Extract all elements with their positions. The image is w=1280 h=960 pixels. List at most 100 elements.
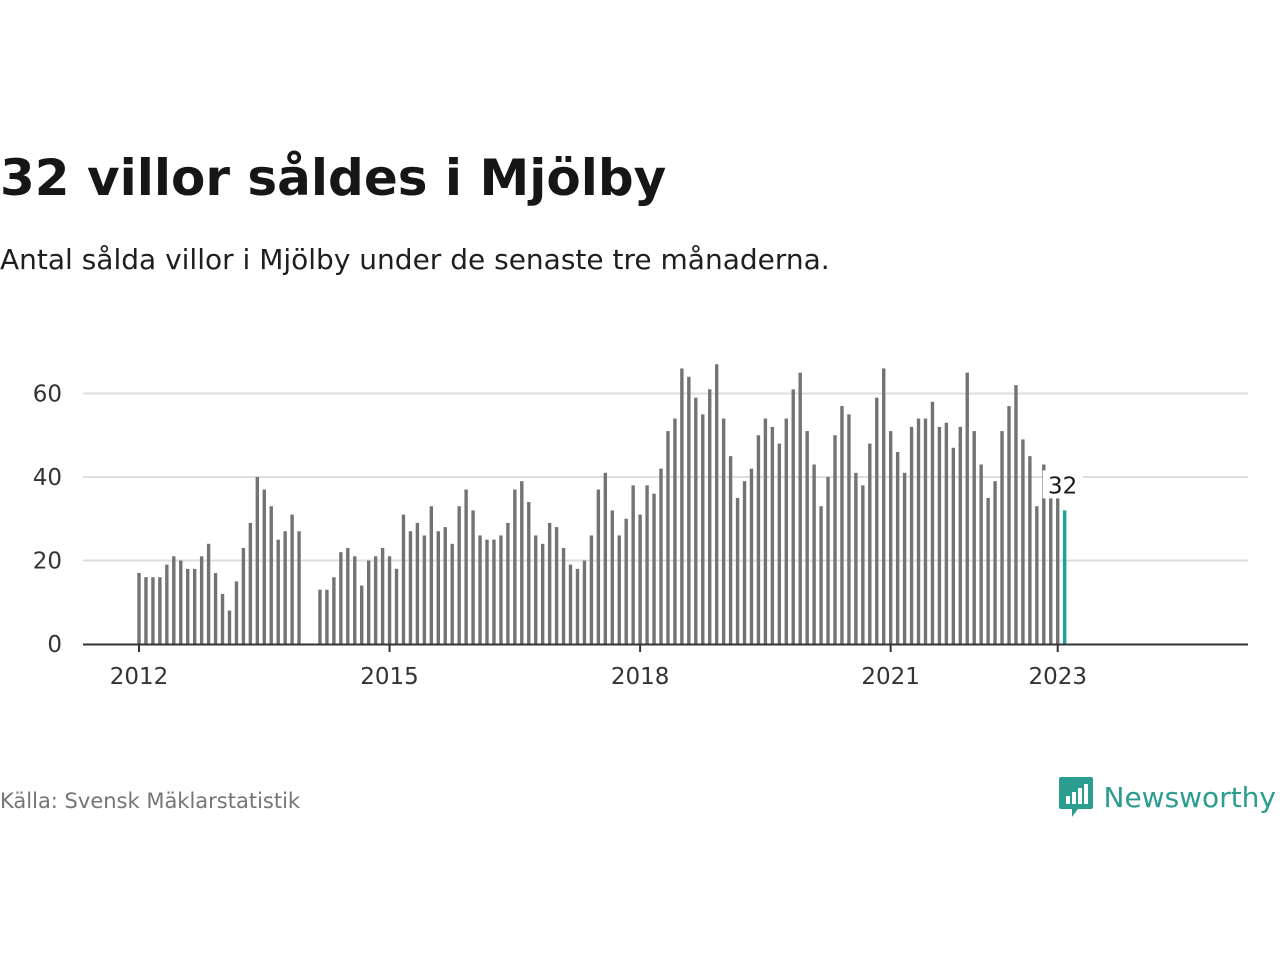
bar: [366, 560, 371, 644]
bar: [513, 489, 517, 644]
bar: [227, 610, 232, 644]
bar: [199, 556, 204, 644]
bar: [234, 581, 239, 645]
bar: [415, 522, 420, 644]
bar: [213, 573, 218, 644]
bar: [520, 481, 524, 644]
bar: [916, 418, 921, 644]
bar: [443, 527, 447, 644]
x-axis: [83, 643, 1248, 652]
bar: [353, 556, 357, 644]
bar: [714, 364, 719, 644]
bar: [652, 493, 656, 644]
last-value-label: 32: [1048, 473, 1077, 499]
bar: [547, 522, 552, 644]
bar: [1028, 456, 1032, 645]
bar: [1049, 497, 1053, 645]
bar: [582, 560, 587, 644]
x-tick-label: 2012: [110, 664, 169, 690]
bar: [979, 464, 983, 645]
bar: [325, 589, 329, 644]
bar: [937, 426, 942, 644]
bar: [833, 435, 837, 644]
bar: [756, 435, 761, 644]
bar: [659, 468, 663, 644]
bar: [172, 556, 176, 644]
bar: [1042, 464, 1046, 645]
bar: [1007, 406, 1011, 644]
bar: [666, 431, 670, 644]
source-note: Källa: Svensk Mäklarstatistik: [0, 789, 301, 813]
x-tick-label: 2018: [611, 664, 670, 690]
chart-title: 32 villor såldes i Mjölby: [0, 149, 667, 207]
bar: [749, 468, 754, 644]
bar: [262, 489, 266, 644]
bar: [540, 543, 545, 644]
bar: [394, 568, 399, 644]
bar: [373, 556, 378, 644]
newsworthy-logo-icon: [1058, 777, 1093, 817]
bar: [534, 535, 538, 644]
bar: [568, 564, 573, 644]
bar: [248, 522, 253, 644]
bar: [241, 547, 246, 644]
bar: [603, 472, 608, 644]
bar: [972, 431, 976, 644]
bar: [1014, 385, 1018, 644]
axis-labels: 0 20 40 60 2012 2015 2018 2021 2023: [33, 382, 1087, 691]
bar: [610, 510, 614, 644]
bar: [589, 535, 594, 644]
bar: [687, 376, 691, 644]
bar: [192, 568, 197, 644]
bar: [777, 443, 782, 644]
x-tick-label: 2015: [360, 664, 419, 690]
bar: [165, 564, 169, 644]
annotations: 32: [1042, 470, 1083, 499]
highlight-bar: [1062, 510, 1067, 644]
brand-name: Newsworthy: [1103, 780, 1277, 814]
bar: [742, 481, 747, 644]
bar: [770, 426, 775, 644]
bar: [1021, 439, 1025, 644]
bar: [638, 514, 642, 644]
bar: [728, 456, 733, 645]
bar: [812, 464, 816, 645]
x-tick-label: 2023: [1028, 664, 1087, 690]
bar: [701, 414, 705, 645]
bar: [179, 560, 183, 644]
bar: [436, 531, 440, 644]
bar: [993, 481, 997, 644]
y-tick-label: 0: [47, 632, 62, 658]
bar: [485, 539, 489, 645]
bar: [339, 552, 343, 644]
bar: [1000, 431, 1004, 644]
bar: [847, 414, 851, 645]
bar: [478, 535, 482, 644]
y-tick-label: 20: [33, 549, 62, 575]
bar: [868, 443, 872, 644]
bar: [763, 418, 768, 644]
bar: [471, 510, 475, 644]
bar: [784, 418, 788, 644]
bar: [151, 577, 155, 644]
bar: [137, 573, 141, 644]
bar: [255, 477, 260, 644]
bar: [527, 502, 531, 644]
bar: [290, 514, 294, 644]
bar: [332, 577, 336, 644]
bar: [875, 397, 879, 644]
bar: [645, 485, 649, 644]
bar: [554, 527, 559, 644]
bar: [951, 447, 956, 644]
bar: [930, 401, 935, 644]
bar: [360, 585, 364, 644]
bar: [144, 577, 148, 644]
bar: [220, 593, 225, 644]
bar: [708, 389, 712, 644]
bar: [429, 506, 434, 645]
bar: [283, 531, 287, 644]
bar: [721, 418, 726, 644]
bar: [1035, 506, 1039, 645]
bar: [318, 589, 322, 644]
brand-logo[interactable]: Newsworthy: [1058, 774, 1277, 820]
